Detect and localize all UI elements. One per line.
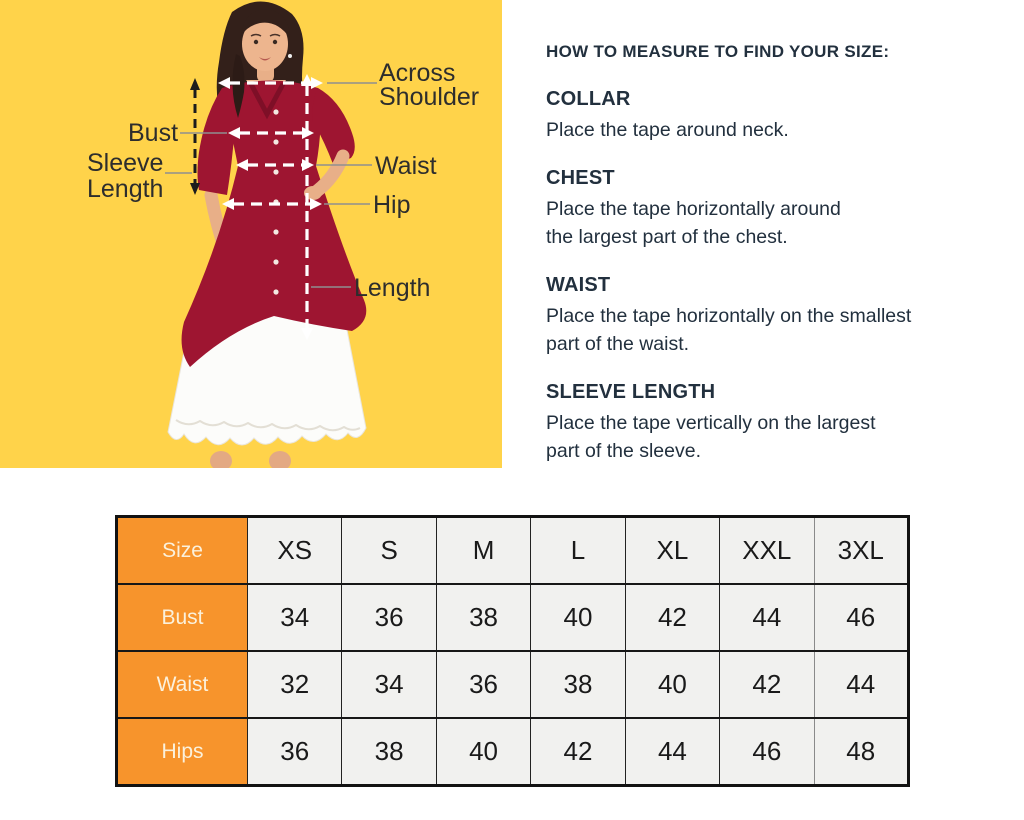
- arrowhead: [190, 183, 200, 195]
- right-foot: [269, 451, 291, 468]
- arrowhead: [228, 127, 240, 139]
- arrowhead: [236, 159, 248, 171]
- section-body: Place the tape horizontally on the small…: [546, 305, 912, 355]
- left-foot: [210, 451, 232, 468]
- header-cell-l: L: [530, 516, 626, 584]
- measure-label-across-shoulder-2: Shoulder: [379, 83, 479, 111]
- table-row-bust: Bust 34 36 38 40 42 44 46: [116, 583, 909, 651]
- model-figure: [167, 1, 367, 468]
- value-cell: 36: [435, 650, 531, 718]
- right-eye: [272, 39, 278, 45]
- section-heading: COLLAR: [546, 88, 631, 110]
- value-cell: 36: [246, 717, 342, 786]
- arrowhead: [218, 77, 230, 89]
- value-cell: 42: [624, 583, 720, 651]
- earring: [288, 54, 292, 58]
- header-cell-size: Size: [116, 516, 248, 584]
- section-heading: CHEST: [546, 167, 615, 189]
- kurta-body: [181, 80, 367, 367]
- kurta-left-sleeve: [197, 88, 236, 195]
- value-cell: 38: [435, 583, 531, 651]
- arrowhead: [190, 78, 200, 90]
- measure-instructions-panel: HOW TO MEASURE TO FIND YOUR SIZE: COLLAR…: [546, 42, 1002, 488]
- left-brow: [250, 33, 262, 37]
- hair-fringe: [241, 9, 290, 38]
- instruction-section-collar: COLLAR Place the tape around neck.: [546, 88, 1002, 144]
- section-body: Place the tape horizontally around the l…: [546, 198, 841, 248]
- arrowhead: [310, 198, 322, 210]
- value-cell: 46: [813, 583, 909, 651]
- value-cell: 34: [341, 650, 437, 718]
- table-header-row: Size XS S M L XL XXL 3XL: [116, 516, 909, 584]
- value-cell: 42: [530, 717, 626, 786]
- row-label-waist: Waist: [116, 650, 248, 718]
- instructions-title: HOW TO MEASURE TO FIND YOUR SIZE:: [546, 42, 890, 61]
- leader-lines: [165, 82, 377, 288]
- value-cell: 32: [246, 650, 342, 718]
- instruction-section-waist: WAIST Place the tape horizontally on the…: [546, 274, 1002, 358]
- measure-label-sleeve-length-2: Length: [87, 175, 163, 203]
- measure-label-waist: Waist: [375, 152, 437, 180]
- measure-label-length: Length: [354, 274, 430, 302]
- value-cell: 40: [530, 583, 626, 651]
- value-cell: 46: [719, 717, 815, 786]
- right-brow: [269, 33, 281, 37]
- row-label-hips: Hips: [116, 717, 248, 786]
- value-cell: 44: [624, 717, 720, 786]
- header-cell-3xl: 3XL: [813, 516, 909, 584]
- instruction-section-chest: CHEST Place the tape horizontally around…: [546, 167, 1002, 251]
- section-heading: SLEEVE LENGTH: [546, 381, 716, 403]
- value-cell: 36: [341, 583, 437, 651]
- header-cell-m: M: [435, 516, 531, 584]
- value-cell: 48: [813, 717, 909, 786]
- measurement-lines: [190, 74, 323, 340]
- section-body: Place the tape vertically on the largest…: [546, 412, 876, 462]
- value-cell: 38: [341, 717, 437, 786]
- arrowhead: [301, 74, 313, 86]
- header-cell-xxl: XXL: [719, 516, 815, 584]
- lace-trim: [175, 419, 361, 432]
- collar-v: [248, 82, 286, 120]
- measure-label-hip: Hip: [373, 191, 411, 219]
- value-cell: 38: [530, 650, 626, 718]
- header-cell-s: S: [341, 516, 437, 584]
- size-table: Size XS S M L XL XXL 3XL Bust 34 36 38 4…: [115, 515, 910, 787]
- button-placket: [273, 109, 279, 295]
- kurta-right-sleeve: [312, 88, 355, 164]
- left-eye: [253, 39, 259, 45]
- table-row-hips: Hips 36 38 40 42 44 46 48: [116, 717, 909, 786]
- arrowhead: [301, 328, 313, 340]
- model-measurement-illustration: Across Shoulder Bust Sleeve Length Waist…: [0, 0, 502, 468]
- arrowhead: [302, 127, 314, 139]
- table-row-waist: Waist 32 34 36 38 40 42 44: [116, 650, 909, 718]
- arrowhead: [311, 77, 323, 89]
- header-cell-xs: XS: [246, 516, 342, 584]
- instruction-section-sleeve-length: SLEEVE LENGTH Place the tape vertically …: [546, 381, 1002, 465]
- value-cell: 42: [719, 650, 815, 718]
- measure-label-sleeve-length: Sleeve: [87, 149, 163, 177]
- value-cell: 40: [624, 650, 720, 718]
- value-cell: 44: [719, 583, 815, 651]
- value-cell: 44: [813, 650, 909, 718]
- face: [242, 17, 288, 71]
- section-body: Place the tape around neck.: [546, 119, 789, 141]
- hair-lock: [232, 54, 245, 118]
- value-cell: 34: [246, 583, 342, 651]
- size-diagram-panel: Across Shoulder Bust Sleeve Length Waist…: [0, 0, 502, 468]
- section-heading: WAIST: [546, 274, 611, 296]
- row-label-bust: Bust: [116, 583, 248, 651]
- arrowhead: [222, 198, 234, 210]
- measure-label-bust: Bust: [128, 119, 178, 147]
- header-cell-xl: XL: [624, 516, 720, 584]
- measure-label-across-shoulder: Across: [379, 59, 455, 87]
- lips: [259, 57, 271, 61]
- value-cell: 40: [435, 717, 531, 786]
